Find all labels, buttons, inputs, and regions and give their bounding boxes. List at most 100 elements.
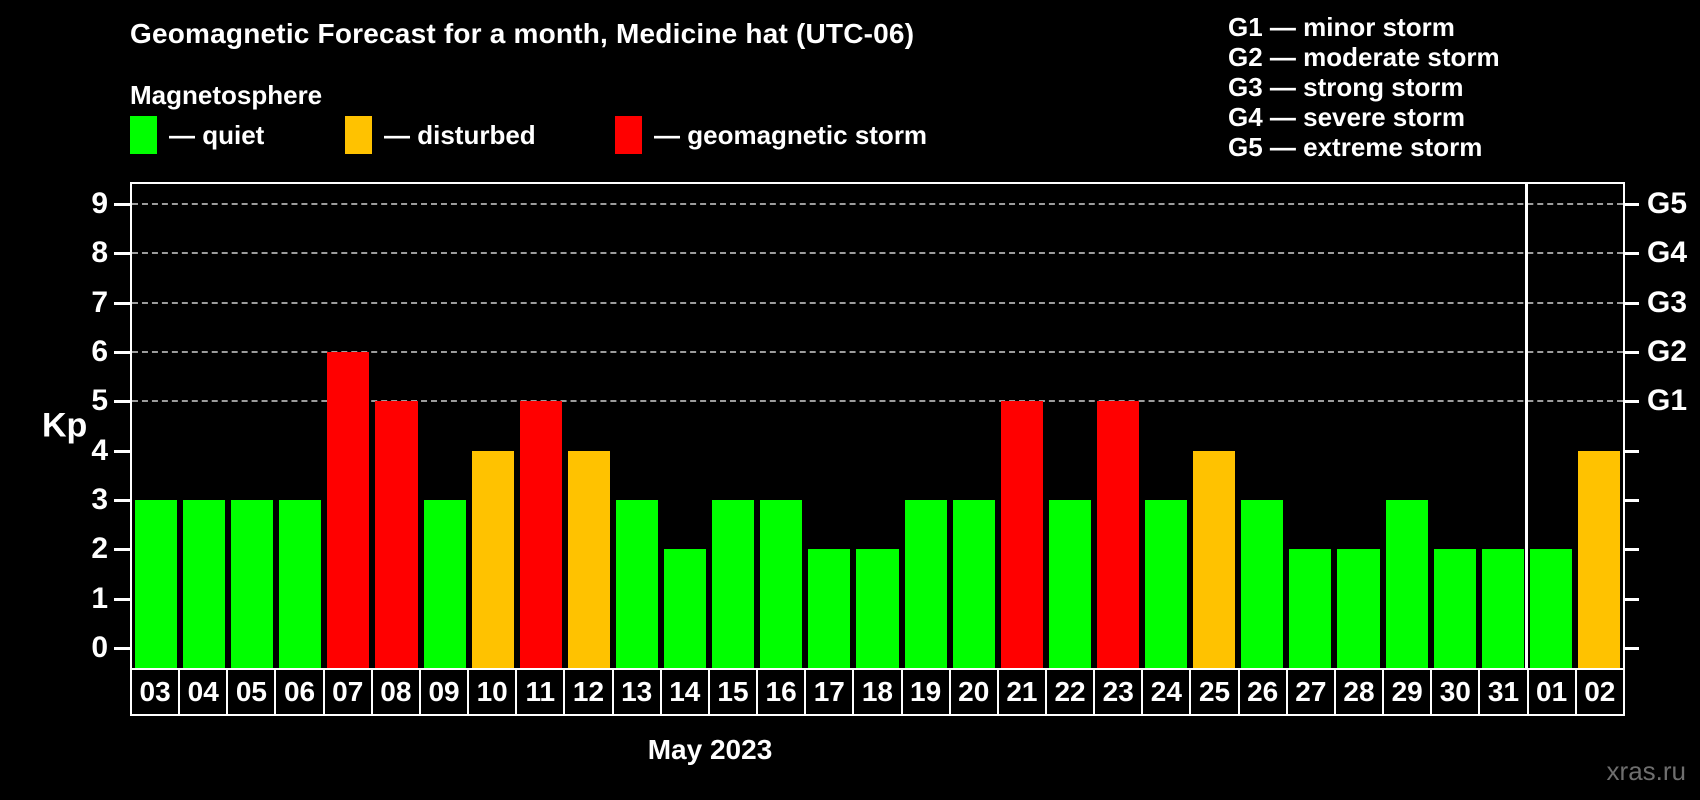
g-level-label-g5: G5	[1647, 186, 1688, 220]
kp-bar-31	[1481, 549, 1524, 668]
gridline-kp-9	[132, 202, 1623, 205]
kp-bar-16	[760, 500, 803, 668]
kp-bar-28	[1337, 549, 1380, 668]
date-cell-12: 12	[563, 670, 611, 714]
y-tick-3	[114, 499, 130, 503]
storm-scale-g2: G2 — moderate storm	[1228, 42, 1500, 72]
date-cell-03: 03	[139, 676, 171, 707]
date-cell-22: 22	[1044, 670, 1093, 714]
y-tick-1	[114, 597, 130, 601]
gridline-kp-6	[132, 350, 1623, 353]
legend-label-storm: — geomagnetic storm	[654, 119, 928, 150]
y-tick-5	[114, 400, 130, 404]
kp-bar-26	[1241, 500, 1284, 668]
date-cell-01: 01	[1526, 670, 1575, 714]
date-cell-15: 15	[707, 670, 756, 714]
y-tick-label-4: 4	[91, 433, 108, 467]
date-cell-09: 09	[418, 670, 467, 714]
storm-color-swatch	[615, 116, 642, 154]
date-cell-19: 19	[900, 670, 949, 714]
date-axis: 03 04 05 06 07 08 09 10 11 12 13 14 15 16 17 18 19 20 21 22…	[130, 668, 1625, 716]
kp-bar-01	[1529, 549, 1572, 668]
y-tick-6	[114, 350, 130, 354]
kp-bar-12	[567, 450, 610, 668]
kp-bar-15	[712, 500, 755, 668]
right-tick-6	[1625, 350, 1639, 354]
date-cell-07: 07	[322, 670, 371, 714]
y-tick-label-8: 8	[91, 236, 108, 270]
date-cell-24: 24	[1141, 670, 1189, 714]
x-axis-label: May 2023	[647, 734, 773, 765]
kp-bar-05	[231, 500, 274, 668]
date-cell-14: 14	[659, 670, 708, 714]
y-tick-2	[114, 548, 130, 552]
y-tick-label-5: 5	[91, 384, 108, 418]
right-tick-4	[1625, 449, 1639, 453]
date-cell-27: 27	[1285, 670, 1334, 714]
right-tick-3	[1625, 499, 1639, 503]
disturbed-color-swatch	[345, 116, 372, 154]
gridline-kp-5	[132, 400, 1623, 403]
kp-bar-09	[423, 500, 466, 668]
date-cell-13: 13	[611, 670, 660, 714]
date-cell-10: 10	[467, 670, 515, 714]
date-cell-05: 05	[226, 670, 274, 714]
kp-bar-08	[375, 401, 418, 668]
legend-item-storm: — geomagnetic storm	[615, 116, 927, 154]
kp-bar-02	[1577, 450, 1620, 668]
storm-scale-g1: G1 — minor storm	[1228, 12, 1455, 42]
kp-bar-20	[952, 500, 995, 668]
y-tick-label-6: 6	[91, 334, 108, 368]
date-cell-29: 29	[1382, 670, 1430, 714]
right-tick-5	[1625, 400, 1639, 404]
storm-scale-legend: G1 — minor storm G2 — moderate storm G3 …	[1228, 12, 1500, 162]
y-tick-4	[114, 449, 130, 453]
kp-bar-29	[1385, 500, 1428, 668]
date-cell-06: 06	[274, 670, 322, 714]
xras-watermark: xras.ru	[1606, 756, 1686, 786]
legend-label-disturbed: — disturbed	[384, 119, 536, 150]
g-level-label-g1: G1	[1647, 384, 1688, 418]
quiet-color-swatch	[130, 116, 157, 154]
right-tick-1	[1625, 597, 1639, 601]
kp-bar-24	[1145, 500, 1188, 668]
date-cell-25: 25	[1189, 670, 1237, 714]
kp-bar-14	[664, 549, 707, 668]
kp-bar-23	[1096, 401, 1140, 668]
date-cell-20: 20	[948, 670, 997, 714]
date-cell-16: 16	[756, 670, 804, 714]
y-tick-8	[114, 252, 130, 256]
date-cell-26: 26	[1237, 670, 1286, 714]
y-tick-9	[114, 202, 130, 206]
right-tick-7	[1625, 301, 1639, 305]
gridline-kp-8	[132, 252, 1623, 255]
kp-bar-22	[1048, 500, 1091, 668]
kp-bar-19	[904, 500, 947, 668]
kp-bar-21	[1000, 401, 1043, 668]
legend-item-disturbed: — disturbed	[345, 116, 536, 154]
right-tick-9	[1625, 202, 1639, 206]
y-tick-7	[114, 301, 130, 305]
kp-bar-10	[471, 450, 514, 668]
date-cell-18: 18	[852, 670, 900, 714]
date-cell-23: 23	[1093, 670, 1141, 714]
kp-bar-30	[1433, 549, 1476, 668]
y-tick-label-1: 1	[91, 581, 108, 615]
g-level-label-g2: G2	[1647, 334, 1688, 368]
y-tick-label-0: 0	[91, 631, 108, 665]
month-divider	[1525, 184, 1529, 668]
right-tick-0	[1625, 647, 1639, 651]
date-cell-28: 28	[1333, 670, 1382, 714]
chart-title: Geomagnetic Forecast for a month, Medici…	[130, 18, 915, 49]
kp-bar-18	[856, 549, 899, 668]
kp-bar-06	[279, 500, 322, 668]
legend-item-quiet: — quiet	[130, 116, 264, 154]
date-cell-30: 30	[1430, 670, 1478, 714]
storm-scale-g4: G4 — severe storm	[1228, 102, 1466, 132]
kp-bar-11	[519, 401, 562, 668]
kp-bar-07	[327, 351, 370, 668]
plot-area: 0 1 2 3 4 5 6 7 8 9 G1 G2 G3 G4 G5	[91, 182, 1687, 668]
date-cell-17: 17	[804, 670, 852, 714]
date-cell-31: 31	[1478, 670, 1526, 714]
